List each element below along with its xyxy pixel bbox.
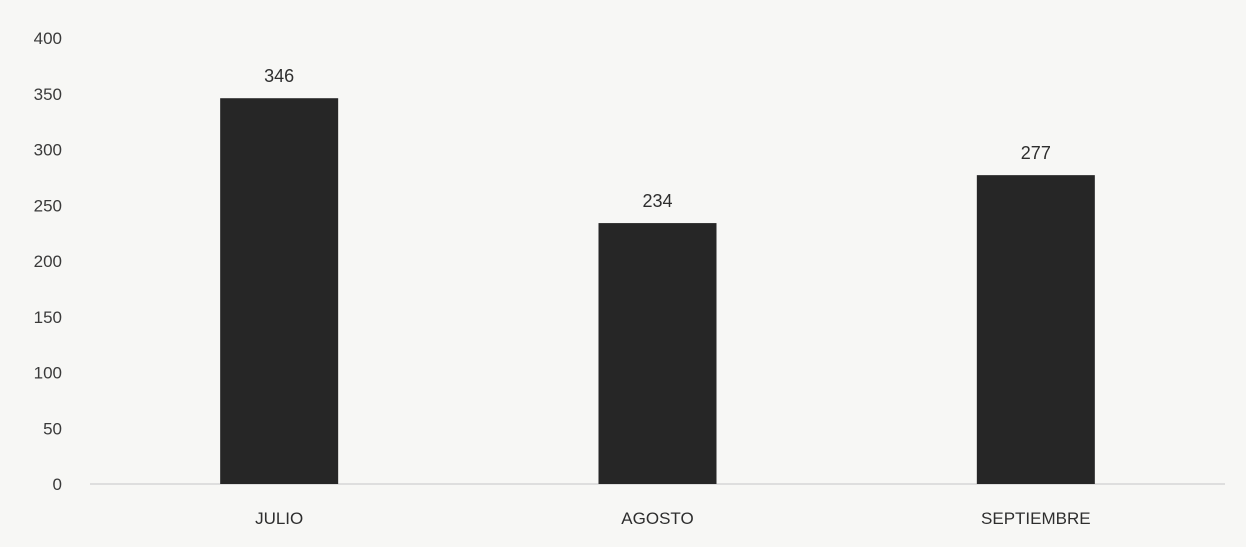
y-tick-label: 400 <box>34 29 62 48</box>
bars <box>220 98 1095 485</box>
y-tick-label: 350 <box>34 85 62 104</box>
y-tick-label: 0 <box>53 475 62 494</box>
data-labels: 346 234 277 <box>264 66 1051 211</box>
y-tick-label: 200 <box>34 252 62 271</box>
bar-agosto <box>598 223 717 484</box>
data-label-septiembre: 277 <box>1021 143 1051 163</box>
y-tick-label: 50 <box>43 419 62 438</box>
category-label-julio: JULIO <box>255 509 303 528</box>
y-tick-label: 300 <box>34 141 62 160</box>
bar-julio <box>220 98 339 485</box>
y-tick-label: 250 <box>34 196 62 215</box>
y-tick-label: 100 <box>34 364 62 383</box>
category-label-agosto: AGOSTO <box>621 509 693 528</box>
bar-septiembre <box>976 175 1095 484</box>
y-axis-ticks: 0 50 100 150 200 250 300 350 400 <box>34 29 62 494</box>
category-labels: JULIO AGOSTO SEPTIEMBRE <box>255 509 1091 528</box>
data-label-agosto: 234 <box>642 191 672 211</box>
category-label-septiembre: SEPTIEMBRE <box>981 509 1091 528</box>
y-tick-label: 150 <box>34 308 62 327</box>
data-label-julio: 346 <box>264 66 294 86</box>
